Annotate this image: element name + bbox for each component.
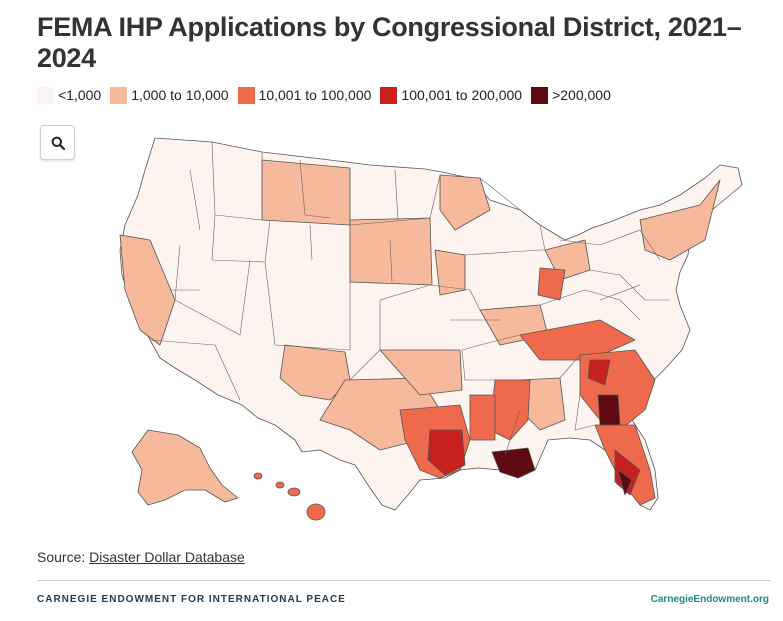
- alaska-shape: [131, 429, 239, 506]
- contiguous-us-outline: [119, 137, 743, 511]
- legend-item-over-200000: >200,000: [531, 86, 611, 104]
- legend-label: >200,000: [552, 87, 611, 103]
- legend-swatch: [380, 86, 398, 104]
- map-title: FEMA IHP Applications by Congressional D…: [37, 12, 742, 73]
- district-map[interactable]: [0, 120, 783, 540]
- legend-swatch: [110, 86, 128, 104]
- legend-item-1000-10000: 1,000 to 10,000: [110, 86, 229, 104]
- source-link[interactable]: Disaster Dollar Database: [89, 549, 245, 565]
- legend-item-under-1000: <1,000: [37, 86, 102, 104]
- legend-label: 100,001 to 200,000: [401, 87, 523, 103]
- site-link[interactable]: CarnegieEndowment.org: [650, 594, 769, 605]
- legend-item-10001-100000: 10,001 to 100,000: [237, 86, 372, 104]
- shaded-districts: [119, 159, 721, 506]
- org-name: CARNEGIE ENDOWMENT FOR INTERNATIONAL PEA…: [37, 594, 346, 605]
- source-prefix: Source:: [37, 549, 90, 565]
- search-button[interactable]: [40, 125, 75, 160]
- legend: <1,000 1,000 to 10,000 10,001 to 100,000…: [37, 85, 620, 105]
- legend-item-100001-200000: 100,001 to 200,000: [380, 86, 523, 104]
- legend-label: 1,000 to 10,000: [131, 87, 229, 103]
- source-line: Source: Disaster Dollar Database: [37, 549, 245, 565]
- search-icon: [51, 136, 65, 150]
- legend-swatch: [237, 86, 255, 104]
- legend-label: 10,001 to 100,000: [258, 87, 372, 103]
- hawaii-shapes: [253, 472, 326, 521]
- district-boundaries: [149, 141, 670, 456]
- legend-swatch: [37, 86, 54, 104]
- footer-divider: [37, 580, 771, 581]
- legend-swatch: [531, 86, 549, 104]
- legend-label: <1,000: [58, 87, 102, 103]
